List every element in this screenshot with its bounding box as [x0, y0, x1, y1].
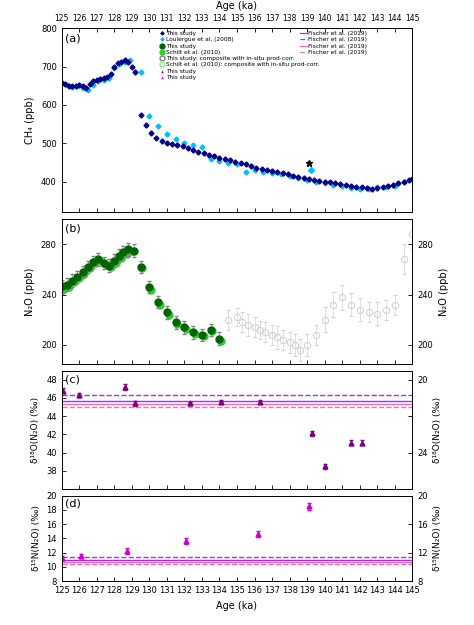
Y-axis label: δ¹⁸O(N₂O) (‰): δ¹⁸O(N₂O) (‰): [433, 397, 442, 463]
Text: (b): (b): [65, 223, 81, 233]
Text: (d): (d): [65, 498, 81, 508]
Y-axis label: δ¹⁸O(N₂O) (‰): δ¹⁸O(N₂O) (‰): [31, 397, 40, 463]
Text: (c): (c): [65, 374, 80, 384]
Y-axis label: N₂O (ppb): N₂O (ppb): [25, 268, 36, 316]
Y-axis label: δ¹⁵N(N₂O) (‰): δ¹⁵N(N₂O) (‰): [433, 506, 442, 571]
X-axis label: Age (ka): Age (ka): [217, 1, 257, 11]
Y-axis label: N₂O (ppb): N₂O (ppb): [438, 268, 449, 316]
Y-axis label: CH₄ (ppb): CH₄ (ppb): [25, 96, 36, 144]
Legend: Fischer et al. (2019), Fischer et al. (2019), Fischer et al. (2019), Fischer et : Fischer et al. (2019), Fischer et al. (2…: [300, 31, 367, 55]
Y-axis label: δ¹⁵N(N₂O) (‰): δ¹⁵N(N₂O) (‰): [32, 506, 41, 571]
Text: (a): (a): [65, 34, 81, 44]
X-axis label: Age (ka): Age (ka): [217, 601, 257, 611]
